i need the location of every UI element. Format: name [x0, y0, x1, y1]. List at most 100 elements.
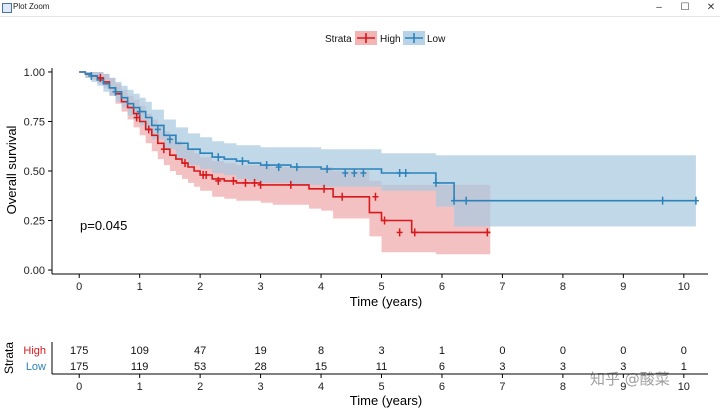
- x-tick-label: 8: [560, 281, 566, 293]
- risk-row-label-low: Low: [26, 361, 46, 373]
- censor-mark-low: [342, 168, 349, 177]
- censor-mark-low: [432, 178, 439, 187]
- censor-mark-high: [321, 184, 328, 193]
- risk-cell-low: 3: [499, 361, 505, 373]
- censor-mark-high: [215, 176, 222, 185]
- censor-mark-low: [136, 107, 143, 116]
- censor-mark-high: [242, 178, 249, 187]
- risk-cell-high: 0: [560, 345, 566, 357]
- window-title: Plot Zoom: [13, 2, 50, 11]
- censor-mark-low: [88, 71, 95, 80]
- y-tick-label: 0.25: [24, 216, 45, 228]
- legend-title: Strata: [325, 34, 352, 45]
- risk-table-xlabel: Time (years): [350, 393, 422, 408]
- censor-mark-low: [112, 87, 119, 96]
- risk-cell-low: 53: [194, 361, 206, 373]
- risk-cell-low: 3: [560, 361, 566, 373]
- y-tick-label: 0.00: [24, 265, 45, 277]
- risk-cell-high: 3: [378, 345, 384, 357]
- risk-x-tick-label: 2: [197, 381, 203, 393]
- censor-mark-low: [263, 161, 270, 170]
- y-tick-label: 1.00: [24, 67, 45, 79]
- x-tick-label: 0: [76, 281, 82, 293]
- x-tick-label: 9: [620, 281, 626, 293]
- censor-mark-low: [239, 157, 246, 166]
- censor-mark-low: [692, 196, 699, 205]
- censor-mark-high: [287, 180, 294, 189]
- close-button[interactable]: ✕: [706, 2, 716, 13]
- y-tick-label: 0.75: [24, 116, 45, 128]
- censor-mark-high: [203, 170, 210, 179]
- censor-mark-high: [396, 228, 403, 237]
- legend-low-label: Low: [427, 34, 446, 45]
- risk-cell-low: 6: [439, 361, 445, 373]
- risk-cell-high: 1: [439, 345, 445, 357]
- censor-mark-low: [154, 125, 161, 134]
- x-tick-label: 4: [318, 281, 324, 293]
- censor-mark-high: [97, 73, 104, 82]
- survival-curve-low: [79, 71, 696, 202]
- risk-x-tick-label: 3: [258, 381, 264, 393]
- x-tick-label: 7: [499, 281, 505, 293]
- risk-cell-low: 15: [315, 361, 327, 373]
- risk-cell-low: 175: [70, 361, 88, 373]
- risk-cell-high: 0: [499, 345, 505, 357]
- x-tick-label: 3: [258, 281, 264, 293]
- x-tick-label: 10: [678, 281, 690, 293]
- risk-cell-high: 175: [70, 345, 88, 357]
- risk-x-tick-label: 7: [499, 381, 505, 393]
- censor-mark-high: [339, 192, 346, 201]
- censor-mark-low: [275, 163, 282, 172]
- risk-cell-low: 11: [376, 361, 387, 373]
- censor-mark-high: [251, 178, 258, 187]
- censor-mark-low: [166, 135, 173, 144]
- risk-x-tick-label: 4: [318, 381, 324, 393]
- x-axis-title: Time (years): [350, 294, 422, 309]
- risk-cell-low: 1: [681, 361, 687, 373]
- censor-mark-high: [372, 192, 379, 201]
- censor-mark-high: [411, 228, 418, 237]
- censor-mark-high: [182, 159, 189, 168]
- risk-x-tick-label: 9: [620, 381, 626, 393]
- legend-high-label: High: [380, 34, 401, 45]
- censor-mark-low: [463, 196, 470, 205]
- y-tick-label: 0.50: [24, 166, 45, 178]
- risk-cell-high: 19: [254, 345, 266, 357]
- app-icon: [2, 3, 12, 13]
- censor-mark-low: [324, 165, 331, 174]
- risk-cell-low: 3: [620, 361, 626, 373]
- risk-table-ylabel: Strata: [2, 342, 16, 374]
- risk-x-tick-label: 1: [137, 381, 143, 393]
- risk-cell-high: 0: [620, 345, 626, 357]
- censor-mark-low: [351, 168, 358, 177]
- censor-mark-high: [160, 145, 167, 154]
- minimize-button[interactable]: –: [656, 2, 662, 13]
- risk-cell-low: 119: [131, 361, 149, 373]
- risk-x-tick-label: 6: [439, 381, 445, 393]
- censor-mark-high: [145, 125, 152, 134]
- censor-mark-low: [659, 196, 666, 205]
- risk-cell-high: 0: [681, 345, 687, 357]
- censor-mark-low: [360, 168, 367, 177]
- watermark: 知乎 @酸菜: [590, 370, 670, 388]
- censor-mark-high: [381, 216, 388, 225]
- risk-x-tick-label: 10: [678, 381, 690, 393]
- censor-mark-low: [451, 196, 458, 205]
- ci-band-low: [79, 72, 696, 227]
- risk-cell-high: 109: [130, 345, 148, 357]
- censor-mark-low: [396, 168, 403, 177]
- x-tick-label: 2: [197, 281, 203, 293]
- risk-x-tick-label: 8: [560, 381, 566, 393]
- y-axis-title: Overall survival: [4, 125, 19, 214]
- risk-cell-high: 8: [318, 345, 324, 357]
- maximize-button[interactable]: ☐: [680, 2, 690, 13]
- risk-row-label-high: High: [23, 345, 46, 357]
- censor-mark-high: [484, 228, 491, 237]
- ci-band-high: [79, 72, 491, 255]
- censor-mark-high: [257, 180, 264, 189]
- censor-mark-low: [293, 163, 300, 172]
- x-tick-label: 6: [439, 281, 445, 293]
- risk-x-tick-label: 5: [378, 381, 384, 393]
- risk-cell-high: 47: [194, 345, 206, 357]
